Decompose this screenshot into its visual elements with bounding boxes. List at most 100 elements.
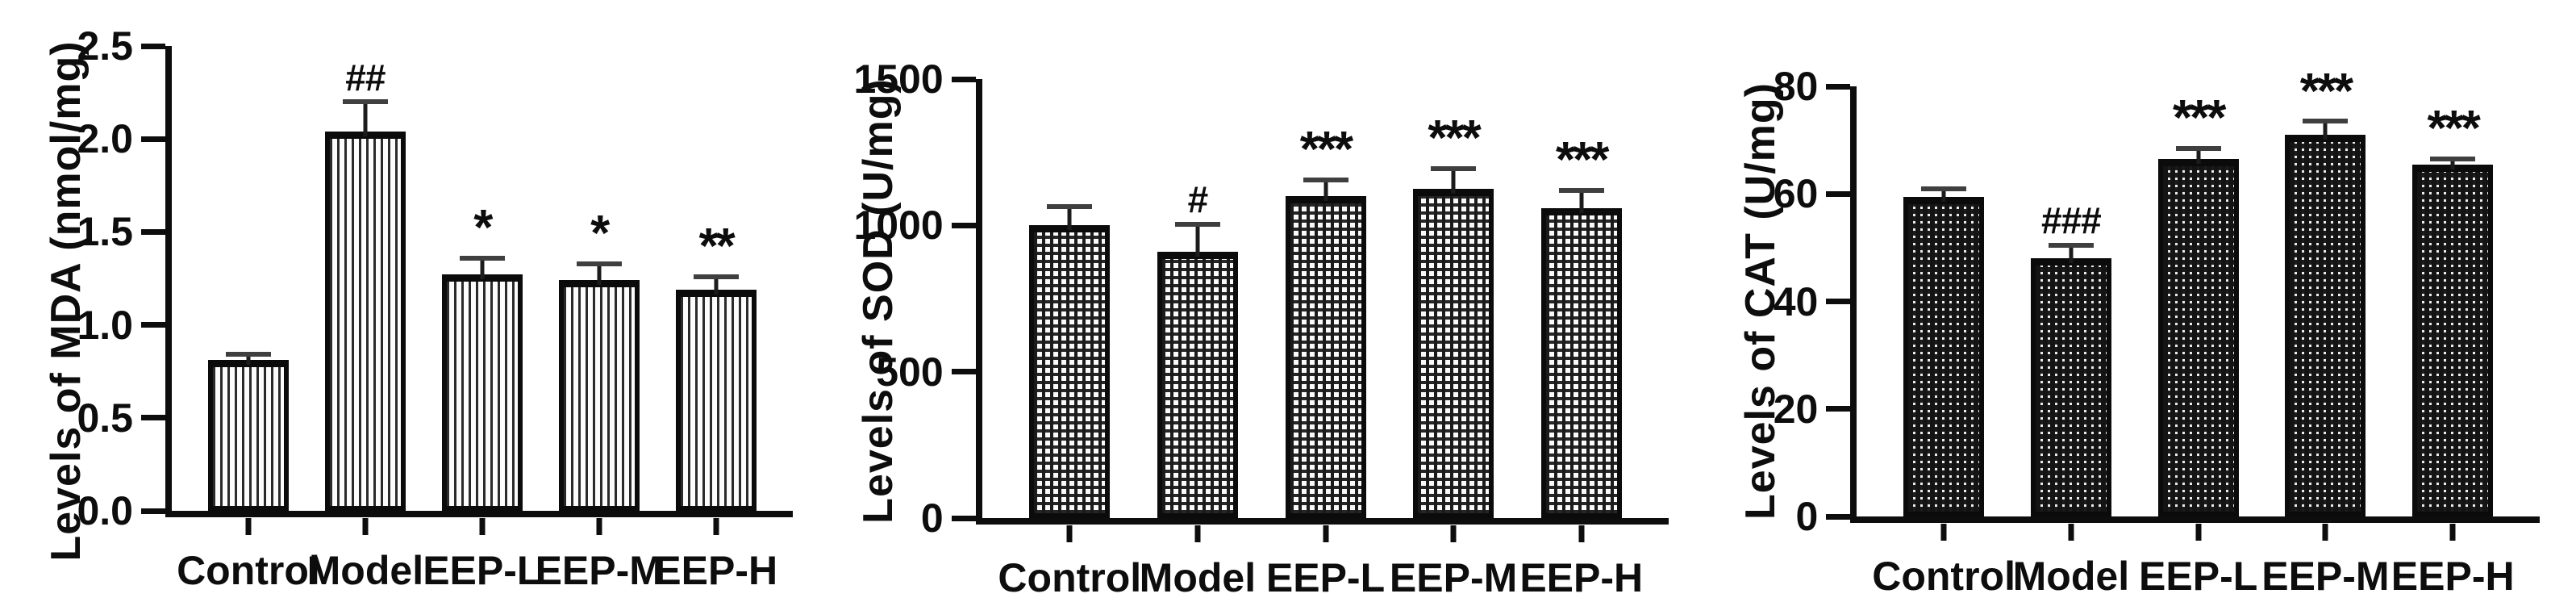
significance-marker: *** (1556, 132, 1609, 189)
bar-group-eep-l: EEP-L * (423, 46, 541, 591)
x-category-label: EEP-M (2261, 554, 2390, 599)
bar-group-eep-l: EEP-L *** (2139, 86, 2257, 596)
bar-model (324, 131, 406, 511)
x-category-label: EEP-H (654, 548, 778, 593)
x-category-label: Model (1139, 555, 1257, 600)
error-bar-stem (1067, 206, 1072, 231)
x-category-label: Control (998, 555, 1142, 600)
y-tick (141, 43, 165, 49)
bar-model (2030, 258, 2111, 516)
bar-group-model: Model # (1140, 79, 1256, 598)
error-bar-cap (1921, 186, 1967, 191)
bars-layer-mda: Control Model ## EEP-L * EEP-M * EEP-H ** (172, 46, 793, 591)
bar-group-model: Model ## (307, 46, 423, 591)
y-axis-title-mda: Levels of MDA (nmol/mg) (43, 40, 90, 562)
x-tick (2195, 524, 2202, 541)
x-tick (1066, 525, 1073, 542)
significance-marker: * (473, 199, 493, 256)
x-tick (1323, 525, 1328, 542)
x-category-label: EEP-L (2139, 554, 2258, 599)
error-bar-cap (342, 99, 388, 105)
bar-eep-m (2285, 134, 2366, 516)
significance-marker: *** (1299, 122, 1353, 178)
x-category-label: Control (177, 548, 320, 593)
bar-group-eep-h: EEP-H ** (654, 46, 777, 591)
bar-control (1903, 196, 1985, 516)
x-category-label: Control (1872, 554, 2015, 599)
significance-marker: ### (2041, 199, 2102, 242)
x-tick (713, 518, 719, 535)
error-bar-stem (1579, 190, 1584, 213)
y-tick (141, 415, 165, 421)
x-tick (245, 518, 252, 535)
error-bar-stem (714, 276, 719, 295)
plot-area-mda: 0.0 0.5 1.0 1.5 2.0 2.5 Control Model ## EEP-L * E… (77, 26, 793, 591)
error-bar-stem (2450, 158, 2455, 169)
error-bar-stem (1323, 180, 1328, 202)
bars-layer-sod: Control Model # EEP-L *** EEP-M *** EEP-H *** (982, 79, 1669, 598)
error-bar-stem (1941, 188, 1946, 202)
x-category-label: Model (2012, 554, 2130, 599)
chart-panel-cat: Levels of CAT (U/mg) 0 20 40 60 80 Control Mo… (1717, 0, 2576, 602)
significance-marker: ** (698, 219, 736, 275)
significance-marker: *** (2299, 63, 2353, 119)
chart-panel-mda: Levels of MDA (nmol/mg) 0.0 0.5 1.0 1.5 2.0 2… (0, 0, 859, 602)
error-bar-stem (1451, 168, 1456, 194)
chart-panel-sod: Levels of SOD (U/mg) 0 500 1000 1500 Contro… (853, 0, 1718, 602)
y-tick (951, 515, 976, 521)
y-axis-title-cat: Levels of CAT (U/mg) (1737, 82, 1785, 520)
plot-area-sod: 0 500 1000 1500 Control Model # EEP-L *** EEP-M *… (853, 59, 1669, 598)
bar-group-control: Control (177, 46, 320, 591)
error-bar-cap (693, 274, 739, 279)
y-tick (951, 76, 976, 82)
x-tick (2449, 524, 2456, 541)
bar-control (1029, 225, 1111, 518)
bar-eep-l (1285, 196, 1366, 518)
error-bar-cap (2303, 119, 2349, 124)
significance-marker: * (590, 205, 610, 261)
bar-group-eep-l: EEP-L *** (1266, 79, 1385, 598)
error-bar-stem (1195, 224, 1200, 257)
bar-control (207, 360, 289, 511)
bar-eep-l (2157, 158, 2239, 516)
bar-group-model: Model ### (2013, 86, 2129, 596)
x-category-label: EEP-L (1265, 555, 1386, 600)
significance-marker: *** (2172, 90, 2226, 146)
bars-layer-cat: Control Model ### EEP-L *** EEP-M *** EEP-H *** (1857, 66, 2540, 596)
significance-marker: *** (2427, 101, 2480, 157)
error-bar-stem (2069, 245, 2074, 264)
x-category-label: EEP-M (535, 548, 663, 593)
x-tick (1578, 525, 1585, 542)
x-tick (479, 518, 486, 535)
y-tick (1826, 513, 1851, 520)
bar-eep-h (2412, 164, 2494, 516)
x-tick (1450, 525, 1457, 542)
error-bar-cap (2175, 145, 2221, 151)
error-bar-cap (1303, 178, 1348, 183)
y-tick-label: 0 (1795, 494, 1819, 539)
error-bar-cap (1558, 187, 1604, 193)
y-tick (141, 322, 165, 328)
x-tick (2322, 524, 2328, 541)
y-tick (141, 228, 165, 235)
x-tick (1194, 525, 1201, 542)
bar-group-eep-m: EEP-M * (536, 46, 663, 591)
x-category-label: EEP-L (423, 548, 542, 593)
y-axis-title-sod: Levels of SOD (U/mg) (854, 78, 902, 524)
x-tick (1940, 524, 1947, 541)
x-tick (362, 518, 369, 535)
error-bar-cap (576, 261, 622, 266)
bar-eep-l (441, 274, 523, 511)
y-tick (1826, 190, 1851, 197)
error-bar-cap (1174, 221, 1220, 227)
y-tick (1826, 83, 1851, 90)
error-bar-stem (597, 263, 602, 286)
error-bar-cap (459, 255, 505, 261)
significance-marker: *** (1428, 110, 1481, 166)
error-bar-stem (2196, 148, 2201, 164)
error-bar-cap (2048, 242, 2094, 248)
error-bar-stem (2323, 121, 2328, 140)
significance-marker: # (1187, 178, 1209, 221)
bar-eep-h (675, 289, 757, 511)
y-tick (1826, 406, 1851, 412)
